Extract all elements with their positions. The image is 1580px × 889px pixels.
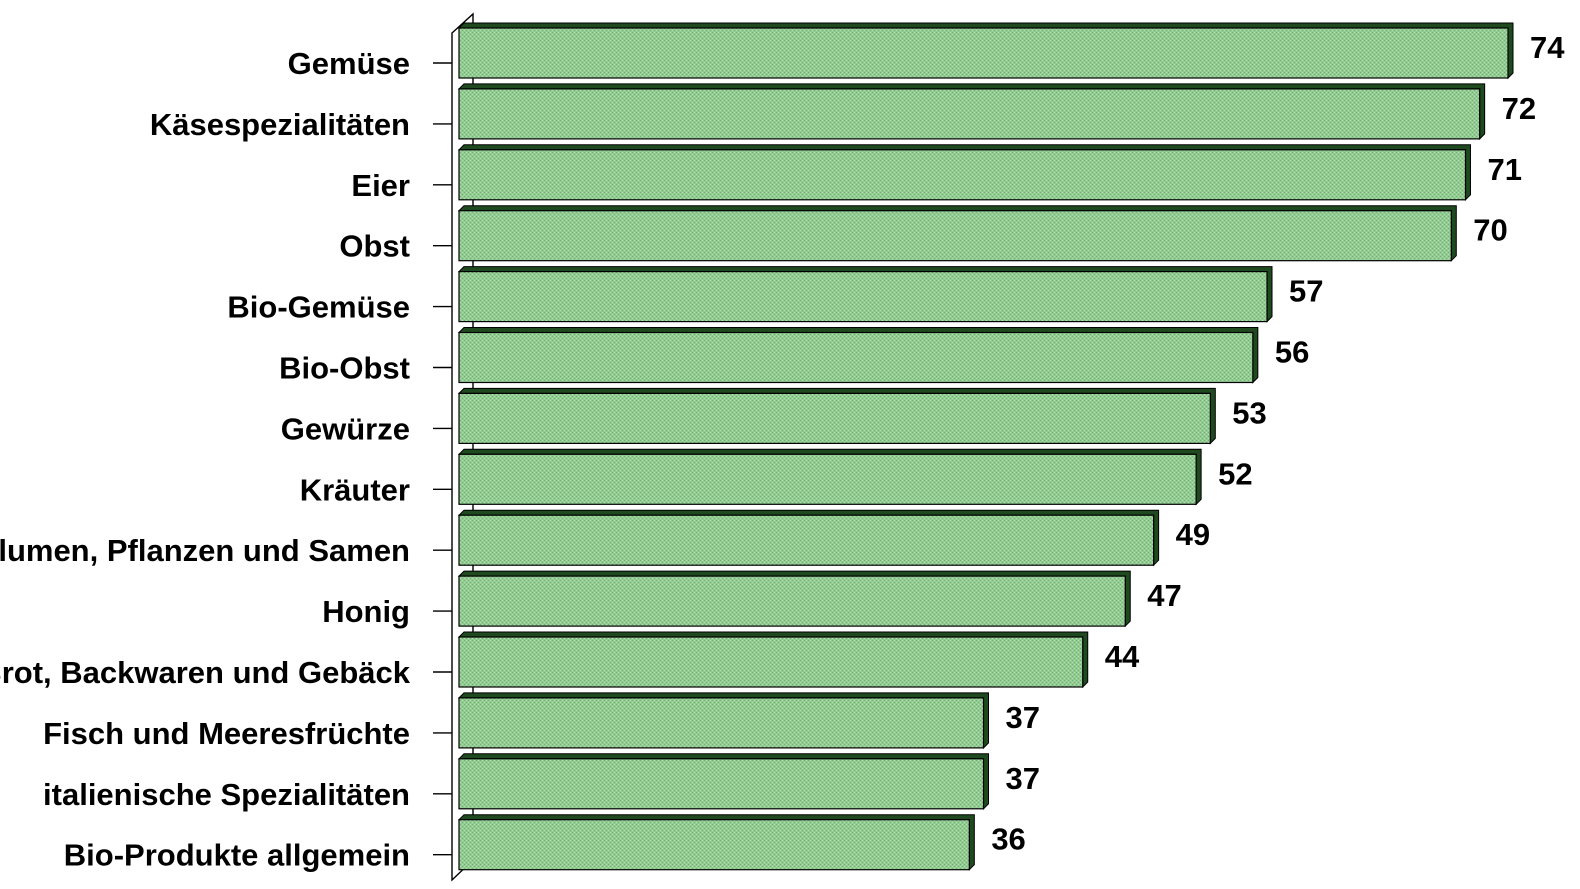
value-label: 74 (1530, 30, 1565, 65)
bar-group (457, 570, 1131, 628)
category-label: Fisch und Meeresfrüchte (43, 716, 410, 751)
value-label: 52 (1218, 456, 1252, 491)
value-label: 56 (1275, 335, 1309, 370)
bar-group (457, 448, 1202, 506)
bar-group (457, 205, 1457, 262)
bar (458, 453, 1197, 505)
category-label: Bio-Produkte allgemein (64, 838, 410, 873)
value-label: 57 (1289, 274, 1323, 309)
bar (458, 697, 985, 749)
category-label: Brot, Backwaren und Gebäck (0, 655, 411, 690)
bar (458, 88, 1481, 140)
value-label: 49 (1176, 517, 1210, 552)
bar (458, 575, 1126, 627)
category-label: Käsespezialitäten (150, 107, 410, 142)
value-label: 47 (1147, 578, 1181, 613)
bar-group (457, 327, 1259, 384)
category-axis (433, 12, 474, 882)
bar-group (457, 387, 1216, 445)
bar (458, 819, 970, 871)
bar (458, 758, 985, 810)
bar (458, 271, 1268, 323)
bar (458, 331, 1254, 384)
bar-group (457, 22, 1514, 80)
bar (458, 149, 1467, 201)
bar-group (457, 509, 1160, 567)
axis-wall (451, 12, 474, 882)
bar-group (457, 631, 1089, 689)
category-label: Blumen, Pflanzen und Samen (0, 533, 410, 568)
value-label: 72 (1502, 91, 1536, 126)
bar-group (457, 753, 989, 811)
category-label: Honig (322, 594, 410, 629)
bars-group (457, 22, 1514, 871)
value-label: 70 (1473, 213, 1507, 248)
bar-group (457, 692, 989, 750)
bar (458, 392, 1211, 444)
category-label: Kräuter (300, 472, 410, 507)
value-label: 36 (991, 822, 1025, 857)
value-label: 53 (1232, 395, 1266, 430)
bar-group (457, 814, 975, 871)
bar (458, 514, 1155, 566)
bar (458, 27, 1509, 79)
category-label: italienische Spezialitäten (43, 777, 410, 812)
category-label: Bio-Gemüse (227, 290, 410, 325)
bar (458, 636, 1084, 688)
bar-group (457, 266, 1273, 323)
category-label: Bio-Obst (279, 351, 410, 386)
bar-group (457, 83, 1486, 141)
value-label: 37 (1006, 700, 1040, 735)
bar (458, 210, 1452, 262)
category-label: Gewürze (281, 411, 410, 446)
value-label: 44 (1105, 639, 1140, 674)
labels-group: Gemüse 74 Käsespezialitäten 72 Eier 71 Obst 70 B… (0, 30, 1565, 873)
value-label: 71 (1487, 152, 1521, 187)
category-label: Eier (351, 168, 410, 203)
value-label: 37 (1006, 761, 1040, 796)
category-label: Gemüse (288, 46, 410, 81)
bar-group (457, 144, 1471, 202)
category-label: Obst (339, 229, 410, 264)
